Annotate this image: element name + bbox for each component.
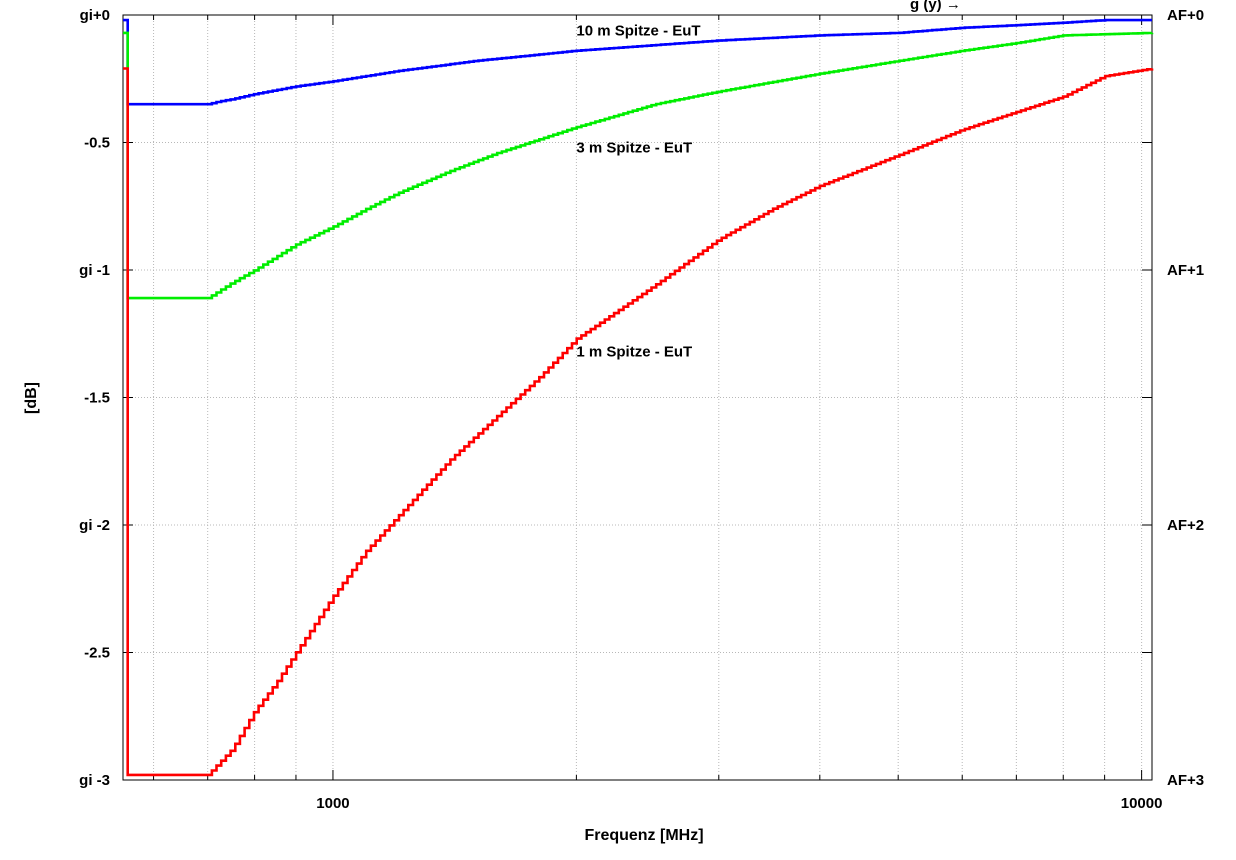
series-annotation-2: 1 m Spitze - EuT [576, 344, 692, 361]
y-axis-label: [dB] [23, 382, 40, 414]
y-tick-label: -2.5 [84, 645, 110, 662]
series-1 [123, 31, 1154, 300]
tick-labels: gi+0 -0.5 gi -1 -1.5 gi -2 -2.5 gi -3 AF+0 AF+1 A… [79, 7, 1204, 812]
series-lines [123, 18, 1154, 777]
title-fragment: g (y) → [910, 0, 961, 13]
series-line-1 [123, 31, 1154, 300]
x-tick-label: 10000 [1121, 795, 1163, 812]
x-axis-label: Frequenz [MHz] [584, 827, 703, 844]
series-2 [123, 67, 1154, 777]
y-tick-label: gi -1 [79, 262, 110, 279]
y-tick-label: gi+0 [80, 7, 110, 24]
y2-tick-label: AF+3 [1167, 772, 1204, 789]
y2-tick-label: AF+0 [1167, 7, 1204, 24]
grid [123, 15, 1152, 780]
y2-tick-label: AF+1 [1167, 262, 1204, 279]
series-line-2 [123, 67, 1154, 777]
y-tick-label: gi -3 [79, 772, 110, 789]
y-tick-label: -0.5 [84, 135, 110, 152]
series-annotation-1: 3 m Spitze - EuT [576, 140, 692, 157]
y-tick-label: -1.5 [84, 390, 110, 407]
series-annotation-0: 10 m Spitze - EuT [576, 22, 700, 39]
series-0 [123, 18, 1152, 106]
y-tick-label: gi -2 [79, 517, 110, 534]
series-line-0 [123, 18, 1152, 106]
x-tick-label: 1000 [316, 795, 349, 812]
y2-tick-label: AF+2 [1167, 517, 1204, 534]
